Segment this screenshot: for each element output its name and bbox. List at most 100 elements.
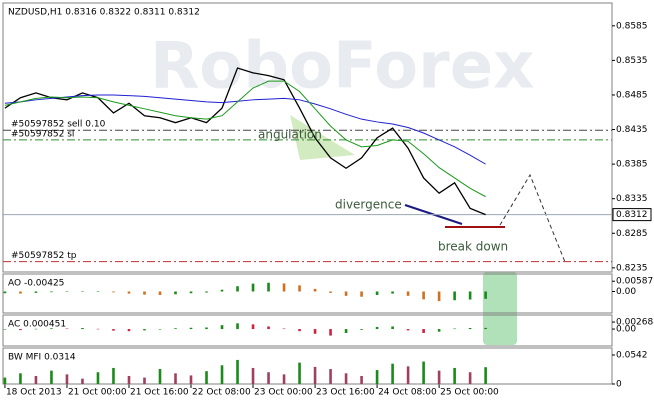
indicator-bar xyxy=(220,289,224,292)
indicator-bar xyxy=(143,329,146,331)
indicator-bar xyxy=(406,291,410,296)
indicator-bar xyxy=(65,374,69,384)
current-price-box xyxy=(612,208,652,222)
indicator-bar xyxy=(50,291,53,293)
indicator-bar xyxy=(437,370,441,384)
indicator-bar xyxy=(298,362,301,384)
y-tick-label: 0.8235 xyxy=(616,263,648,273)
indicator-bar xyxy=(205,327,208,330)
price-line xyxy=(4,80,486,198)
indicator-bar xyxy=(298,285,301,292)
indicator-bar xyxy=(96,290,100,292)
indicator-bar xyxy=(344,373,348,384)
indicator-bar xyxy=(3,329,7,330)
indicator-bar xyxy=(143,291,146,295)
indicator-bar xyxy=(484,367,487,384)
indicator-bar xyxy=(282,374,286,384)
y-tick-label: 0.8285 xyxy=(616,229,648,239)
indicator-bar xyxy=(422,329,425,333)
indicator-bar xyxy=(313,329,317,334)
indicator-bar xyxy=(3,377,7,384)
indicator-bar xyxy=(19,291,22,294)
indicator-bar xyxy=(81,291,84,292)
y-tick-label: 0.8335 xyxy=(616,194,648,204)
indicator-bar xyxy=(267,372,270,384)
highlight xyxy=(483,272,517,345)
indicator-bar xyxy=(453,328,456,330)
indicator-bar xyxy=(375,370,379,384)
panel-frame xyxy=(2,314,613,347)
indicator-bar xyxy=(174,291,177,295)
price-line xyxy=(4,67,486,216)
indicator-bar xyxy=(251,367,255,384)
indicator-bar xyxy=(282,283,286,292)
indicator-bar xyxy=(96,372,100,384)
indicator-bar xyxy=(112,367,115,384)
indicator-bar xyxy=(453,367,456,384)
x-tick-label: 18 Oct 2013 xyxy=(6,388,62,398)
y-tick-label: 0.00587 xyxy=(616,277,653,287)
indicator-bar xyxy=(189,327,193,330)
panel-frame xyxy=(2,2,613,273)
indicator-bar xyxy=(143,377,146,384)
indicator-bar xyxy=(251,324,255,330)
indicator-bar xyxy=(360,375,363,384)
x-tick-label: 24 Oct 08:00 xyxy=(378,388,437,398)
indicator-bar xyxy=(158,329,162,330)
indicator-bar xyxy=(112,329,115,331)
indicator-bar xyxy=(437,329,441,332)
indicator-bar xyxy=(437,291,441,302)
level-label: #50597852 tp xyxy=(11,251,77,261)
indicator-bar xyxy=(34,328,38,330)
indicator-bar xyxy=(453,291,456,301)
y-tick-label: 0 xyxy=(616,380,622,390)
indicator-bar xyxy=(406,366,410,384)
indicator-bar xyxy=(360,291,363,297)
x-tick-label: 23 Oct 16:00 xyxy=(316,388,375,398)
y-tick-label: 0.8535 xyxy=(616,56,648,66)
indicator-bar xyxy=(96,328,100,330)
indicator-bar xyxy=(34,291,38,293)
indicator-bar xyxy=(127,329,131,332)
indicator-bar xyxy=(174,328,177,330)
indicator-bar xyxy=(220,365,224,384)
indicator-bar xyxy=(34,375,38,384)
indicator-bar xyxy=(422,361,425,384)
indicator-bar xyxy=(50,328,53,330)
indicator-bar xyxy=(313,288,317,292)
indicator-bar xyxy=(282,328,286,330)
watermark: RoboForex xyxy=(150,30,534,104)
x-tick-label: 25 Oct 00:00 xyxy=(440,388,499,398)
indicator-bar xyxy=(81,328,84,330)
y-tick-label: 0.8585 xyxy=(616,21,648,31)
y-tick-label: 0.0542 xyxy=(616,351,648,361)
x-tick-label: 21 Oct 00:00 xyxy=(68,388,127,398)
y-tick-label: 0.8485 xyxy=(616,90,648,100)
indicator-bar xyxy=(484,327,487,330)
indicator-bar xyxy=(422,291,425,300)
indicator-bar xyxy=(112,291,115,293)
indicator-bar xyxy=(220,325,224,330)
indicator-bar xyxy=(468,372,472,384)
panel-frame xyxy=(2,347,613,385)
indicator-bar xyxy=(344,329,348,333)
angulation-area xyxy=(290,115,355,160)
indicator-bar xyxy=(360,329,363,330)
panel-title: AC 0.000451 xyxy=(8,320,66,330)
indicator-bar xyxy=(375,326,379,330)
x-tick-label: 22 Oct 08:00 xyxy=(192,388,251,398)
indicator-bar xyxy=(127,291,131,294)
y-tick-label: 0.002688 xyxy=(616,318,654,328)
indicator-bar xyxy=(127,375,131,384)
indicator-bar xyxy=(391,363,394,384)
indicator-bar xyxy=(344,291,348,296)
panel-frame xyxy=(2,273,613,314)
indicator-bar xyxy=(313,366,317,384)
indicator-bar xyxy=(468,328,472,330)
level-label: #50597852 sell 0.10 xyxy=(11,120,106,130)
indicator-bar xyxy=(189,291,193,294)
indicator-bar xyxy=(50,370,53,384)
panel-title: NZDUSD,H1 0.8316 0.8322 0.8311 0.8312 xyxy=(8,8,200,18)
indicator-bar xyxy=(236,359,239,384)
